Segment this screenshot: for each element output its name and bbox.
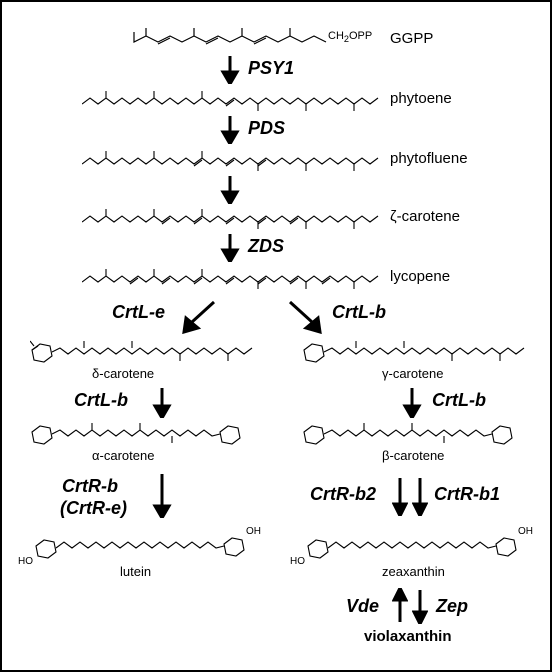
arrow-branch-left bbox=[180, 298, 220, 334]
structure-alphacarotene bbox=[30, 422, 245, 450]
arrow-1 bbox=[220, 54, 240, 84]
label-gammacarotene: γ-carotene bbox=[382, 366, 443, 381]
label-zetacarotene: ζ-carotene bbox=[390, 208, 460, 225]
arrow-left-2 bbox=[152, 472, 172, 518]
enzyme-crtre-left: (CrtR-e) bbox=[60, 498, 127, 519]
structure-deltacarotene bbox=[30, 340, 260, 368]
enzyme-vde: Vde bbox=[346, 596, 379, 617]
pathway-diagram: CH2OPP GGPP PSY1 phytoene PDS bbox=[0, 0, 552, 672]
ch2opp-annot: CH2OPP bbox=[328, 30, 372, 44]
structure-zetacarotene bbox=[82, 208, 382, 230]
arrow-down-zep bbox=[412, 588, 428, 624]
arrow-3 bbox=[220, 174, 240, 204]
enzyme-crtrb2: CrtR-b2 bbox=[310, 484, 376, 505]
label-deltacarotene: δ-carotene bbox=[92, 366, 154, 381]
structure-gammacarotene bbox=[302, 340, 532, 368]
structure-ggpp bbox=[132, 28, 352, 52]
enzyme-crtlb-branch: CrtL-b bbox=[332, 302, 386, 323]
structure-zeaxanthin bbox=[302, 530, 530, 564]
structure-phytoene bbox=[82, 90, 382, 112]
arrow-2 bbox=[220, 114, 240, 144]
label-lutein: lutein bbox=[120, 564, 151, 579]
label-phytofluene: phytofluene bbox=[390, 150, 468, 167]
oh-lutein-r: OH bbox=[246, 526, 261, 537]
arrow-right-1 bbox=[402, 386, 422, 418]
structure-phytofluene bbox=[82, 150, 382, 172]
label-alphacarotene: α-carotene bbox=[92, 448, 154, 463]
label-zeaxanthin: zeaxanthin bbox=[382, 564, 445, 579]
structure-lutein bbox=[30, 530, 265, 564]
label-phytoene: phytoene bbox=[390, 90, 452, 107]
ho-lutein-l: HO bbox=[18, 556, 33, 567]
enzyme-crtrb-left: CrtR-b bbox=[62, 476, 118, 497]
enzyme-psy1: PSY1 bbox=[248, 58, 294, 79]
enzyme-crtrb1: CrtR-b1 bbox=[434, 484, 500, 505]
structure-betacarotene bbox=[302, 422, 517, 450]
enzyme-pds: PDS bbox=[248, 118, 285, 139]
arrow-branch-right bbox=[284, 298, 324, 334]
arrow-up-vde bbox=[392, 588, 408, 624]
enzyme-zep: Zep bbox=[436, 596, 468, 617]
oh-zea-r: OH bbox=[518, 526, 533, 537]
label-lycopene: lycopene bbox=[390, 268, 450, 285]
structure-lycopene bbox=[82, 268, 382, 290]
arrow-right-2a bbox=[392, 476, 408, 516]
arrow-4 bbox=[220, 232, 240, 262]
enzyme-zds: ZDS bbox=[248, 236, 284, 257]
ho-zea-l: HO bbox=[290, 556, 305, 567]
label-betacarotene: β-carotene bbox=[382, 448, 444, 463]
enzyme-crtle: CrtL-e bbox=[112, 302, 165, 323]
enzyme-crtlb-left: CrtL-b bbox=[74, 390, 128, 411]
enzyme-crtlb-right: CrtL-b bbox=[432, 390, 486, 411]
label-violaxanthin: violaxanthin bbox=[364, 628, 452, 645]
label-ggpp: GGPP bbox=[390, 30, 433, 47]
arrow-left-1 bbox=[152, 386, 172, 418]
arrow-right-2b bbox=[412, 476, 428, 516]
